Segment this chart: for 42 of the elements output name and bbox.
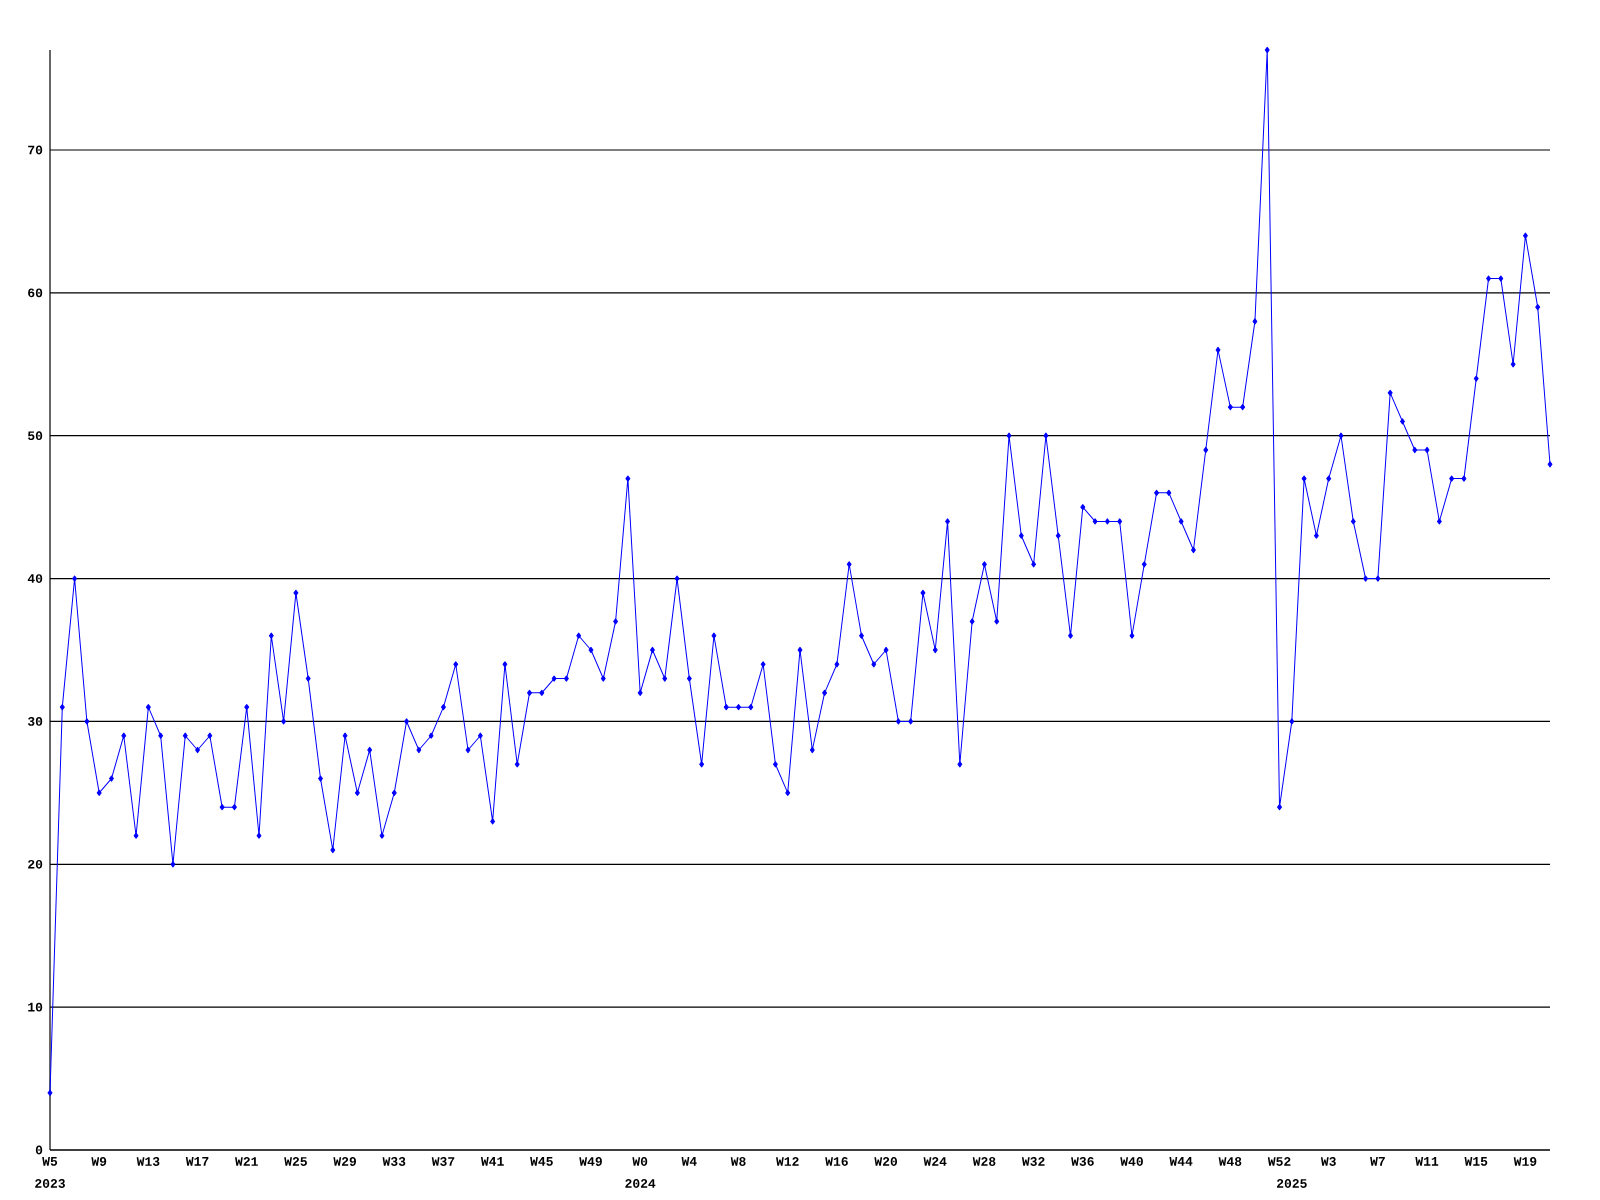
x-tick-label: W3 xyxy=(1320,1157,1336,1166)
x-tick-label: W7 xyxy=(1370,1157,1385,1166)
x-tick-label: W29 xyxy=(333,1157,357,1166)
x-tick-label: W19 xyxy=(1513,1157,1537,1166)
x-tick-label: W11 xyxy=(1415,1157,1439,1166)
x-tick-label: W25 xyxy=(284,1157,307,1166)
x-tick-label: W21 xyxy=(235,1157,258,1166)
x-tick-label: W45 xyxy=(530,1157,553,1166)
y-tick-label: 60 xyxy=(28,288,43,298)
x-tick-label: W9 xyxy=(91,1157,107,1166)
x-tick-label: W48 xyxy=(1218,1157,1242,1166)
x-tick-label: W20 xyxy=(874,1157,898,1166)
x-tick-label: W28 xyxy=(972,1157,996,1166)
x-tick-label: W0 xyxy=(632,1157,648,1166)
x-tick-label: W5 xyxy=(42,1157,58,1166)
x-tick-label: W40 xyxy=(1120,1157,1143,1166)
y-tick-label: 40 xyxy=(27,574,43,583)
y-tick-label: 20 xyxy=(28,859,43,869)
x-tick-label: W8 xyxy=(730,1157,746,1166)
y-tick-label: 30 xyxy=(27,717,43,726)
x-tick-label: W32 xyxy=(1021,1157,1045,1166)
x-tick-label: W36 xyxy=(1071,1157,1094,1166)
x-tick-label: W4 xyxy=(681,1157,697,1166)
x-tick-label: W15 xyxy=(1464,1157,1488,1166)
x-tick-label: W12 xyxy=(776,1157,799,1166)
x-tick-label: W13 xyxy=(136,1157,160,1166)
x-tick-label: W49 xyxy=(579,1157,602,1166)
x-tick-label: W44 xyxy=(1169,1157,1193,1166)
x-tick-label: W41 xyxy=(480,1157,504,1166)
x-tick-label: W33 xyxy=(382,1157,406,1166)
x-tick-label: W17 xyxy=(185,1157,209,1166)
x-tick-label: W24 xyxy=(923,1157,947,1166)
y-tick-label: 50 xyxy=(27,431,43,441)
y-tick-label: 10 xyxy=(28,1002,43,1012)
text: 2024 xyxy=(625,1179,656,1188)
y-tick-label: 70 xyxy=(28,145,43,155)
x-tick-label: W37 xyxy=(431,1157,455,1166)
y-tick-label: 0 xyxy=(35,1145,43,1155)
x-tick-label: W16 xyxy=(825,1157,848,1166)
text: 2023 xyxy=(35,1179,65,1188)
text: 2025 xyxy=(1277,1179,1307,1188)
x-tick-label: W52 xyxy=(1267,1157,1291,1166)
